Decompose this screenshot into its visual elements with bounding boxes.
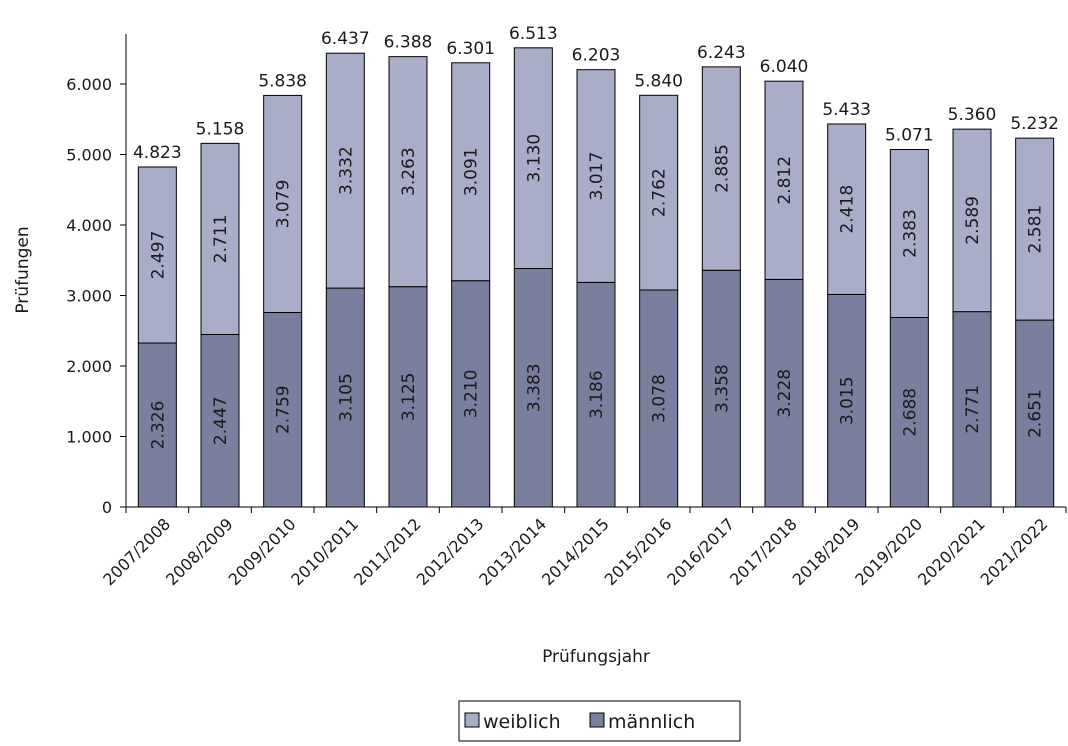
segment-label-weiblich: 2.762 xyxy=(650,168,670,217)
y-tick-label: 4.000 xyxy=(66,216,112,235)
total-label: 6.513 xyxy=(509,24,558,44)
bar-segment-weiblich xyxy=(325,52,365,289)
bar-segment-maennlich xyxy=(513,267,553,508)
total-label: 6.040 xyxy=(760,57,809,77)
bar-segment-weiblich xyxy=(952,128,992,313)
legend-label-weiblich: weiblich xyxy=(483,711,561,733)
segment-label-weiblich: 2.711 xyxy=(211,215,231,264)
segment-label-maennlich: 2.688 xyxy=(900,388,920,437)
x-tick-label: 2021/2022 xyxy=(977,514,1052,589)
segment-label-maennlich: 3.015 xyxy=(838,376,858,425)
bar-segment-maennlich xyxy=(263,311,303,508)
total-label: 5.232 xyxy=(1010,114,1059,134)
segment-label-weiblich: 3.263 xyxy=(399,147,419,196)
segment-label-maennlich: 2.326 xyxy=(148,401,168,450)
bar-segment-weiblich xyxy=(827,123,867,295)
segment-label-weiblich: 3.017 xyxy=(587,152,607,201)
bar-segment-maennlich xyxy=(576,281,616,508)
segment-label-maennlich: 2.759 xyxy=(274,385,294,434)
segment-label-weiblich: 2.812 xyxy=(775,156,795,205)
bar-segment-maennlich xyxy=(827,293,867,508)
legend-label-maennlich: männlich xyxy=(608,711,695,733)
segment-label-maennlich: 2.771 xyxy=(963,385,983,434)
segment-label-weiblich: 2.581 xyxy=(1026,205,1046,254)
total-label: 6.388 xyxy=(384,33,433,53)
bar-segment-weiblich xyxy=(701,66,741,271)
total-label: 5.158 xyxy=(196,119,245,139)
bar-segment-maennlich xyxy=(639,289,679,508)
segment-label-maennlich: 3.358 xyxy=(712,364,732,413)
bar-segment-weiblich xyxy=(388,56,428,288)
bar-segment-weiblich xyxy=(639,94,679,291)
segment-label-maennlich: 2.651 xyxy=(1026,389,1046,438)
segment-label-maennlich: 3.228 xyxy=(775,369,795,418)
bar-segment-maennlich xyxy=(451,280,491,508)
y-tick-label: 5.000 xyxy=(66,146,112,165)
segment-label-maennlich: 3.383 xyxy=(524,363,544,412)
x-axis-title: Prüfungsjahr xyxy=(542,647,650,667)
bar-segment-maennlich xyxy=(200,333,240,508)
segment-label-weiblich: 3.091 xyxy=(462,147,482,196)
y-tick-label: 3.000 xyxy=(66,287,112,306)
bar-segment-weiblich xyxy=(137,166,177,344)
bar-segment-weiblich xyxy=(263,94,303,313)
y-axis-title: Prüfungen xyxy=(13,226,33,313)
bar-segment-weiblich xyxy=(764,80,804,280)
bar-segment-maennlich xyxy=(325,287,365,508)
total-label: 5.360 xyxy=(948,105,997,125)
y-axis-ticks: 0 1.000 2.000 3.000 4.000 5.000 6.000 xyxy=(66,75,126,517)
segment-label-weiblich: 2.418 xyxy=(838,185,858,234)
y-tick-label: 2.000 xyxy=(66,357,112,376)
bar-segment-weiblich xyxy=(1015,137,1055,321)
segment-label-weiblich: 2.383 xyxy=(900,209,920,258)
y-tick-label: 0 xyxy=(102,498,112,517)
axes-group xyxy=(125,34,1066,508)
y-tick-label: 1.000 xyxy=(66,428,112,447)
total-label: 5.840 xyxy=(634,71,683,91)
segment-label-weiblich: 2.589 xyxy=(963,196,983,245)
segment-label-weiblich: 2.885 xyxy=(712,144,732,193)
x-axis-ticks: 2007/20082008/20092009/20102010/20112011… xyxy=(99,507,1067,589)
bar-segment-weiblich xyxy=(200,142,240,335)
segment-label-weiblich: 3.130 xyxy=(524,134,544,183)
segment-label-maennlich: 3.125 xyxy=(399,373,419,422)
total-label: 5.071 xyxy=(885,125,934,145)
segment-label-maennlich: 3.105 xyxy=(336,373,356,422)
bars-group: 2.326 2.497 4.823 2.447 2.711 5.158 2.759 3.079… xyxy=(133,24,1059,508)
segment-label-maennlich: 2.447 xyxy=(211,396,231,445)
total-label: 6.243 xyxy=(697,43,746,63)
bar-segment-maennlich xyxy=(701,269,741,508)
segment-label-maennlich: 3.186 xyxy=(587,370,607,419)
legend-swatch-maennlich xyxy=(589,712,605,728)
segment-label-weiblich: 2.497 xyxy=(148,231,168,280)
legend-swatch-weiblich xyxy=(464,712,480,728)
y-tick-label: 6.000 xyxy=(66,75,112,94)
segment-label-maennlich: 3.210 xyxy=(462,370,482,419)
bar-segment-maennlich xyxy=(764,278,804,508)
total-label: 6.203 xyxy=(572,46,621,66)
segment-label-weiblich: 3.079 xyxy=(274,180,294,229)
total-label: 5.433 xyxy=(822,100,871,120)
legend: weiblich männlich xyxy=(458,700,741,742)
bar-segment-weiblich xyxy=(889,148,929,318)
segment-label-maennlich: 3.078 xyxy=(650,374,670,423)
total-label: 6.301 xyxy=(446,39,495,59)
total-label: 6.437 xyxy=(321,29,370,49)
bar-segment-weiblich xyxy=(576,69,616,283)
total-label: 5.838 xyxy=(258,71,307,91)
bar-segment-weiblich xyxy=(451,62,491,282)
segment-label-weiblich: 3.332 xyxy=(336,146,356,195)
total-label: 4.823 xyxy=(133,143,182,163)
bar-segment-weiblich xyxy=(513,47,553,269)
